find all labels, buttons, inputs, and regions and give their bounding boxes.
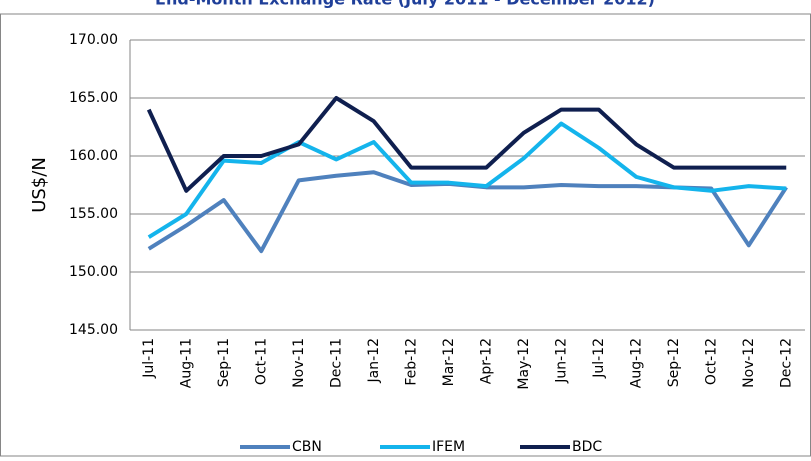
y-tick-label: 150.00 — [69, 264, 118, 280]
x-tick-label: Jun-12 — [553, 338, 569, 384]
series-line — [147, 121, 787, 239]
x-tick-label: Oct-12 — [703, 338, 719, 385]
x-tick-label: Feb-12 — [403, 338, 419, 386]
x-tick-label: Dec-11 — [328, 338, 344, 388]
x-tick-label: Oct-11 — [253, 338, 269, 385]
x-tick-label: Apr-12 — [478, 338, 494, 384]
legend-label: IFEM — [432, 439, 465, 455]
y-tick-label: 165.00 — [69, 90, 118, 106]
legend-label: BDC — [572, 439, 602, 455]
series-line — [146, 96, 787, 193]
x-tick-label: Nov-12 — [741, 338, 757, 388]
legend-label: CBN — [292, 439, 322, 455]
x-tick-label: Mar-12 — [441, 338, 457, 386]
x-tick-label: Aug-11 — [178, 338, 194, 388]
y-tick-label: 145.00 — [69, 322, 118, 338]
x-tick-label: May-12 — [516, 338, 532, 390]
x-tick-label: Jul-12 — [591, 338, 607, 379]
x-tick-label: Nov-11 — [291, 338, 307, 388]
x-tick-label: Jul-11 — [141, 338, 157, 379]
x-tick-label: Sep-12 — [666, 338, 682, 387]
x-tick-label: Jan-12 — [366, 338, 382, 383]
chart-title: End-Month Exchange Rate (July 2011 - Dec… — [155, 0, 655, 9]
y-tick-label: 170.00 — [69, 32, 118, 48]
x-tick-label: Sep-11 — [216, 338, 232, 387]
y-axis-label: US$/N — [29, 157, 50, 213]
x-tick-label: Aug-12 — [628, 338, 644, 388]
y-tick-label: 155.00 — [69, 206, 118, 222]
chart-border — [0, 13, 811, 457]
y-tick-label: 160.00 — [69, 148, 118, 164]
x-tick-label: Dec-12 — [778, 338, 794, 388]
